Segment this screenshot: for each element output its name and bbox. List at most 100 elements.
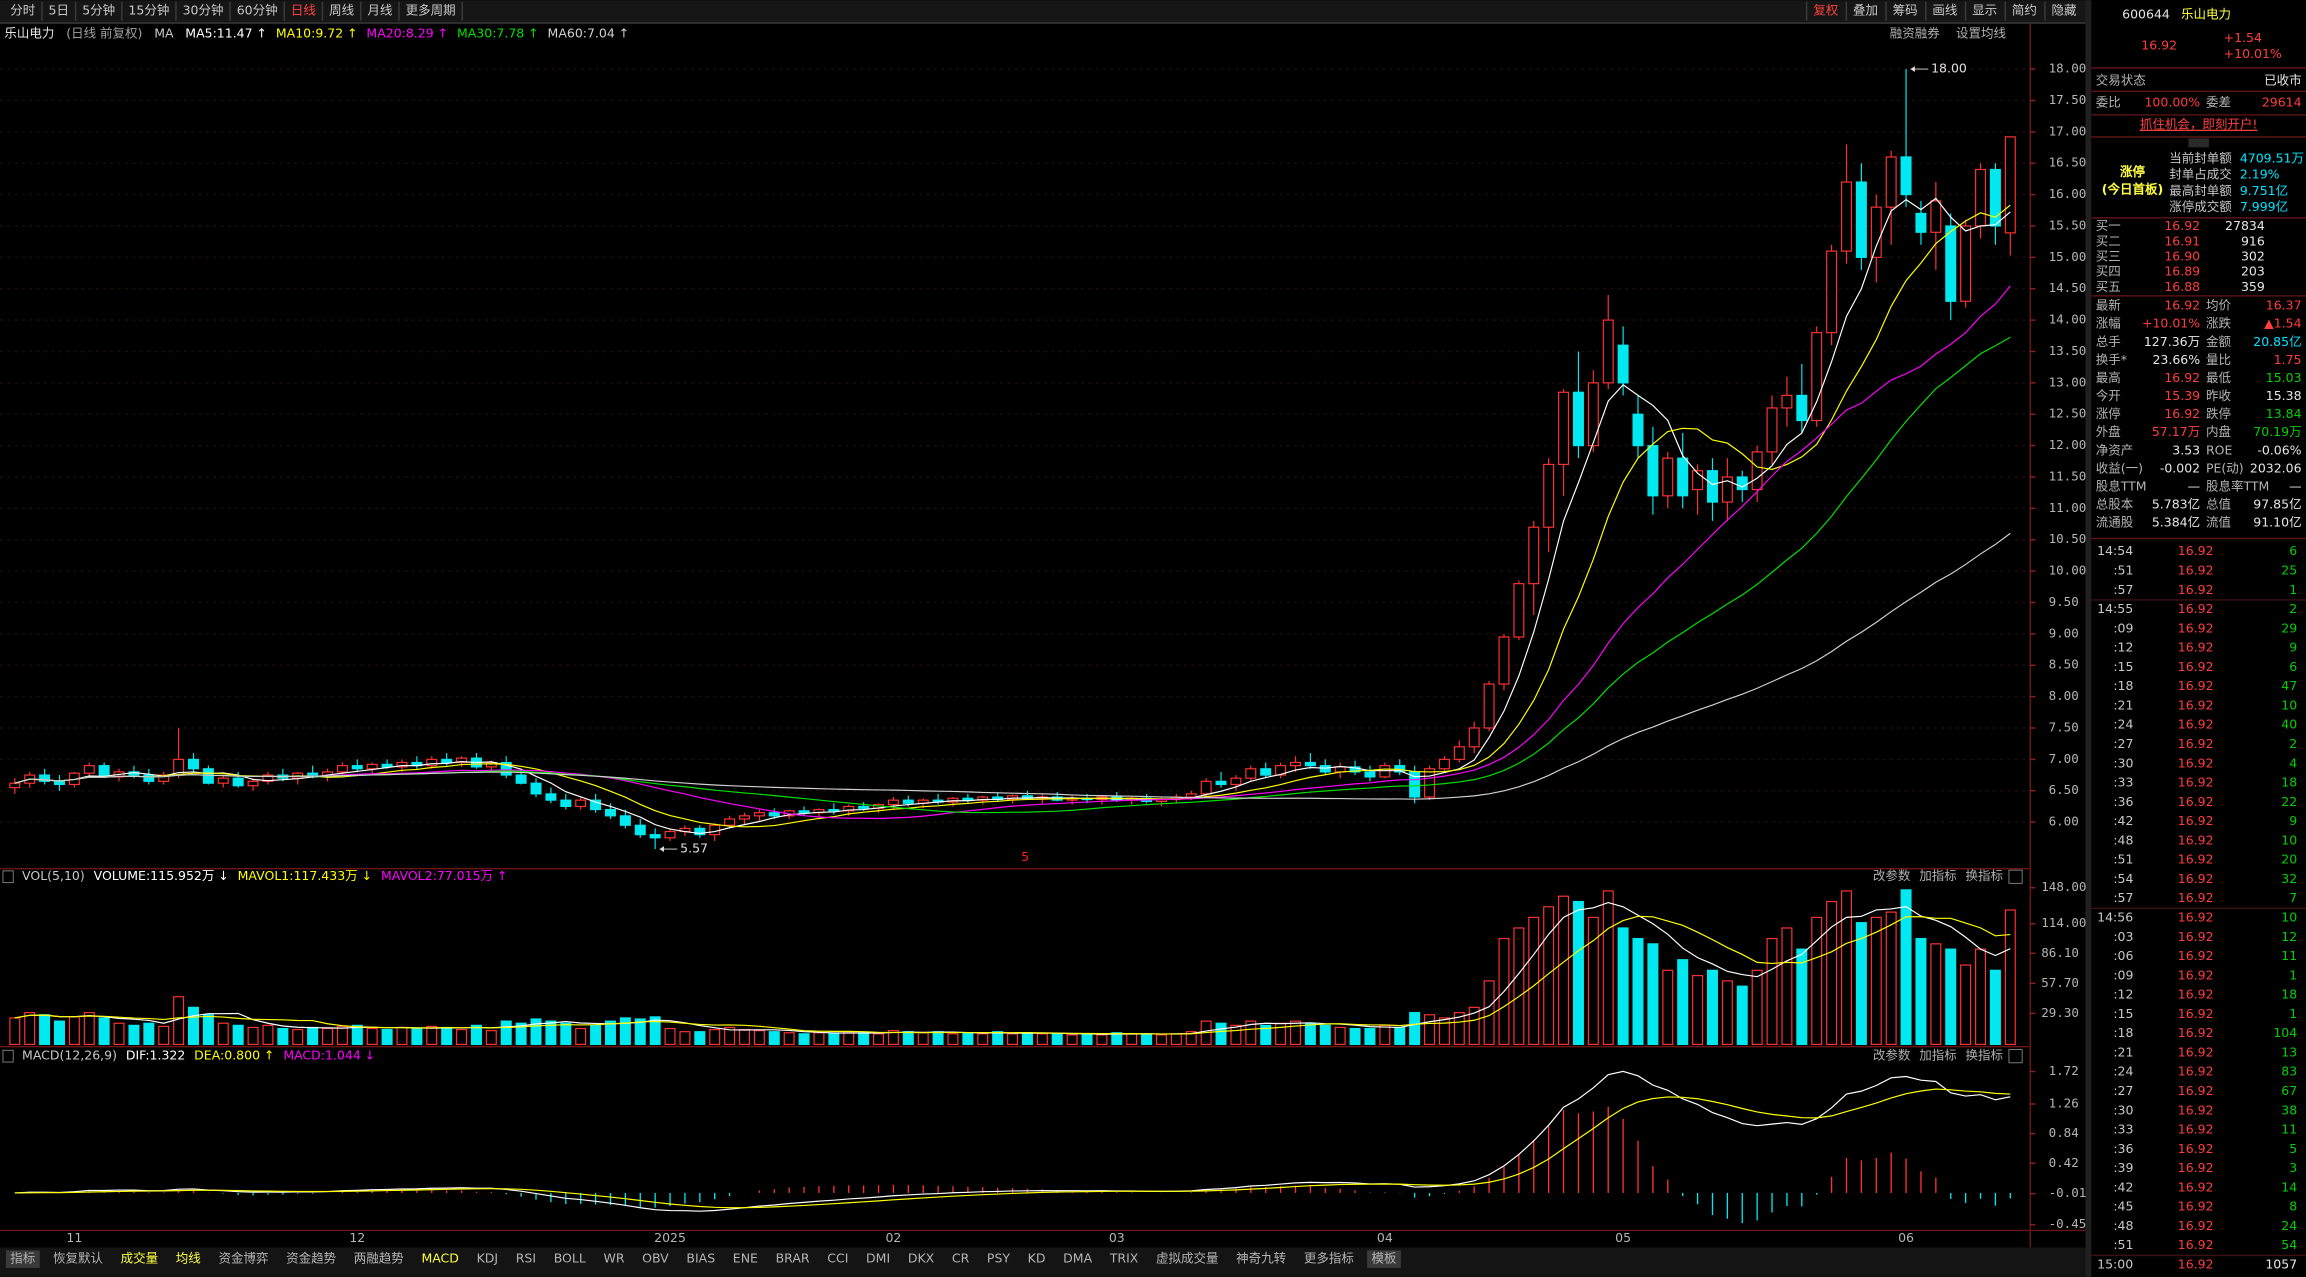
indicator-tab[interactable]: 资金博弈 <box>218 1251 268 1266</box>
volume-bar <box>277 1027 289 1045</box>
tick-time: :09 <box>2113 620 2133 635</box>
candle-body <box>1245 768 1257 779</box>
period-tab[interactable]: 日线 <box>291 3 317 18</box>
close-button[interactable] <box>2008 869 2023 884</box>
indicator-tab[interactable]: 神奇九转 <box>1236 1251 1286 1266</box>
indicator-tab[interactable]: CR <box>952 1251 970 1266</box>
stat-label: 跌停 <box>2206 406 2231 421</box>
tool-button[interactable]: 简约 <box>2012 3 2037 18</box>
candle-body <box>1215 780 1227 786</box>
volume-bar <box>262 1024 274 1045</box>
tool-button[interactable]: 显示 <box>1972 3 1997 18</box>
indicator-label: MACD(12,26,9) <box>22 1048 117 1063</box>
period-tab[interactable]: 60分钟 <box>237 3 278 18</box>
tick-volume: 104 <box>2273 1025 2297 1040</box>
stat-label: 昨收 <box>2206 388 2232 403</box>
indicator-tab[interactable]: WR <box>603 1251 624 1266</box>
indicator-tab[interactable]: 成交量 <box>121 1251 159 1266</box>
tick-time: :24 <box>2113 717 2133 732</box>
indicator-tab[interactable]: 两融趋势 <box>354 1251 405 1266</box>
tick-volume: 22 <box>2281 794 2297 809</box>
indicator-tab[interactable]: OBV <box>642 1251 669 1266</box>
indicator-tab[interactable]: 资金趋势 <box>286 1251 337 1266</box>
indicator-tab[interactable]: RSI <box>516 1251 536 1266</box>
indicator-tab[interactable]: 更多指标 <box>1304 1251 1354 1266</box>
tool-button[interactable]: 复权 <box>1813 3 1839 18</box>
tick-price: 16.92 <box>2178 871 2214 886</box>
stat-value: 16.92 <box>2164 370 2200 385</box>
period-tab[interactable]: 分时 <box>10 3 36 18</box>
ratio-label: 委差 <box>2206 95 2231 110</box>
tick-time: 14:55 <box>2097 601 2133 616</box>
tick-volume: 83 <box>2281 1064 2297 1079</box>
period-tab[interactable]: 更多周期 <box>406 3 456 18</box>
x-tick-label: 12 <box>349 1230 365 1245</box>
indicator-tab[interactable]: DMI <box>866 1251 890 1266</box>
tick-price: 16.92 <box>2178 717 2214 732</box>
tick-time: 14:56 <box>2097 910 2133 925</box>
indicator-tab[interactable]: BOLL <box>554 1251 586 1266</box>
indicator-tab[interactable]: TRIX <box>1109 1251 1139 1266</box>
indicator-tab[interactable]: 恢复默认 <box>53 1251 104 1266</box>
volume-bar <box>1438 1017 1450 1045</box>
period-tab[interactable]: 15分钟 <box>128 3 169 18</box>
price-change-pct: +10.01% <box>2224 46 2282 61</box>
indicator-tool[interactable]: 加指标 <box>1919 1048 1957 1063</box>
period-tab[interactable]: 5分钟 <box>82 3 115 18</box>
period-tab[interactable]: 周线 <box>329 3 355 18</box>
indicator-tab[interactable]: KDJ <box>477 1251 499 1266</box>
volume-bar <box>98 1017 110 1045</box>
indicator-tab[interactable]: 指标 <box>10 1251 35 1266</box>
stat-value: +10.01% <box>2142 316 2200 331</box>
period-tab[interactable]: 月线 <box>367 3 393 18</box>
candle-body <box>53 780 65 786</box>
candle-body <box>441 758 453 764</box>
tool-button[interactable]: 叠加 <box>1853 3 1878 18</box>
volume-bar <box>24 1012 36 1045</box>
indicator-tab[interactable]: KD <box>1028 1251 1046 1266</box>
indicator-tool[interactable]: 改参数 <box>1873 1048 1911 1063</box>
candle-body <box>351 765 363 770</box>
status-label: 交易状态 <box>2096 73 2146 88</box>
indicator-tab[interactable]: MACD <box>421 1251 458 1266</box>
indicator-tab[interactable]: BIAS <box>686 1251 715 1266</box>
indicator-tab[interactable]: 模板 <box>1371 1251 1397 1266</box>
tick-time: :39 <box>2113 1160 2133 1175</box>
volume-bar <box>530 1018 542 1045</box>
indicator-tab[interactable]: ENE <box>733 1251 758 1266</box>
indicator-tab[interactable]: 虚拟成交量 <box>1156 1251 1219 1266</box>
indicator-tool[interactable]: 换指标 <box>1966 1048 2004 1063</box>
candle-body <box>158 774 170 782</box>
stat-value: — <box>2289 479 2301 494</box>
promo-link[interactable]: 抓住机会，即刻开户! <box>2140 117 2258 132</box>
tool-button[interactable]: 筹码 <box>1893 3 1918 18</box>
y-tick-label: 6.50 <box>2049 782 2079 797</box>
volume-bar <box>1960 964 1972 1045</box>
indicator-tab[interactable]: BRAR <box>776 1251 810 1266</box>
period-tab[interactable]: 5日 <box>49 3 69 18</box>
indicator-tab[interactable]: 均线 <box>176 1251 202 1266</box>
ratio-value: 29614 <box>2262 95 2302 110</box>
tool-button[interactable]: 画线 <box>1932 3 1958 18</box>
tool-button[interactable]: 隐藏 <box>2052 3 2078 18</box>
indicator-tab[interactable]: DMA <box>1063 1251 1092 1266</box>
book-price: 16.92 <box>2164 218 2200 233</box>
indicator-tab[interactable]: CCI <box>827 1251 848 1266</box>
candle-body <box>396 761 408 768</box>
candle-body <box>1572 391 1584 447</box>
link[interactable]: 设置均线 <box>1956 26 2007 41</box>
candle-body <box>336 765 348 773</box>
close-button[interactable] <box>2008 1049 2023 1064</box>
indicator-tool[interactable]: 换指标 <box>1966 868 2004 883</box>
tick-time: :48 <box>2113 832 2133 847</box>
volume-bar <box>128 1024 140 1045</box>
collapse-button[interactable] <box>2188 138 2209 148</box>
indicator-tool[interactable]: 加指标 <box>1919 868 1957 883</box>
indicator-tab[interactable]: DKX <box>908 1251 935 1266</box>
link[interactable]: 融资融券 <box>1890 26 1941 41</box>
volume-bar <box>1170 1033 1182 1045</box>
period-tab[interactable]: 30分钟 <box>183 3 224 18</box>
indicator-tool[interactable]: 改参数 <box>1873 868 1911 883</box>
tick-price: 16.92 <box>2178 852 2214 867</box>
indicator-tab[interactable]: PSY <box>987 1251 1010 1266</box>
